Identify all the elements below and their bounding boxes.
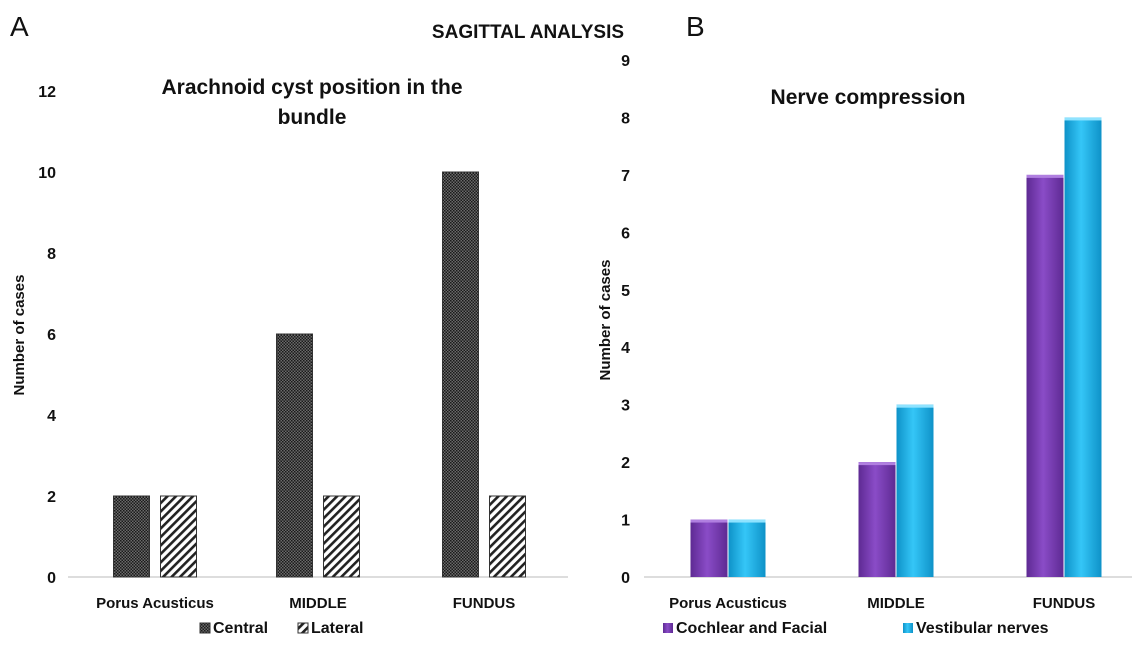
chart-a-title-line-1: Arachnoid cyst position in the: [161, 76, 462, 99]
legend-label-central: Central: [213, 620, 268, 637]
chart-b-bar-top-highlight: [858, 462, 896, 466]
chart-a-legend: Central Lateral: [199, 620, 363, 637]
chart-b-bar-top-highlight: [690, 519, 728, 523]
chart-a-bar-central: [442, 171, 479, 578]
chart-a-bar-central: [113, 495, 150, 578]
chart-a-y-tick-label: 4: [47, 408, 56, 425]
chart-b-y-axis-label: Number of cases: [597, 260, 614, 381]
chart-b-nerve-compression: Nerve compression Number of cases 0 1 2 3 4 5…: [597, 53, 1132, 637]
chart-a-category-label: Porus Acusticus: [96, 595, 214, 612]
legend-swatch-lateral: [297, 622, 309, 634]
chart-a-y-tick-label: 6: [47, 327, 56, 344]
chart-a-position: Arachnoid cyst position in the bundle Nu…: [11, 76, 568, 637]
legend-label-lateral: Lateral: [311, 620, 363, 637]
chart-b-y-tick-label: 4: [621, 340, 630, 357]
chart-a-y-tick-label: 2: [47, 489, 56, 506]
panel-label-b: B: [686, 11, 705, 42]
chart-b-bar-cochlear-and-facial: [858, 462, 896, 577]
chart-b-y-tick-label: 5: [621, 283, 630, 300]
chart-a-category-label: FUNDUS: [453, 595, 516, 612]
chart-a-y-tick-label: 10: [38, 165, 56, 182]
chart-a-category-label: MIDDLE: [289, 595, 347, 612]
chart-b-bar-top-highlight: [728, 519, 766, 523]
chart-b-bar-top-highlight: [1064, 117, 1102, 121]
chart-b-y-tick-label: 0: [621, 570, 630, 587]
chart-a-bar-lateral: [323, 495, 360, 578]
chart-a-y-tick-label: 12: [38, 84, 56, 101]
legend-swatch-central: [199, 622, 211, 634]
chart-b-y-tick-label: 8: [621, 110, 630, 127]
chart-a-bar-lateral: [489, 495, 526, 578]
chart-a-y-axis-label: Number of cases: [11, 275, 28, 396]
chart-b-bar-top-highlight: [896, 404, 934, 408]
panel-label-a: A: [10, 11, 29, 42]
chart-b-y-tick-label: 6: [621, 225, 630, 242]
figure-main-title: SAGITTAL ANALYSIS: [432, 22, 624, 43]
chart-b-bar-cochlear-and-facial: [690, 519, 728, 577]
chart-b-y-tick-label: 1: [621, 513, 630, 530]
chart-a-y-tick-label: 8: [47, 246, 56, 263]
chart-b-bar-vestibular-nerves: [896, 404, 934, 577]
chart-b-y-tick-label: 7: [621, 168, 630, 185]
chart-b-title: Nerve compression: [771, 86, 966, 109]
legend-label-vestibular-nerves: Vestibular nerves: [916, 620, 1049, 637]
chart-a-y-tick-label: 0: [47, 570, 56, 587]
chart-b-y-tick-label: 3: [621, 398, 630, 415]
chart-b-bar-vestibular-nerves: [1064, 117, 1102, 577]
chart-b-bar-cochlear-and-facial: [1026, 174, 1064, 577]
chart-b-category-label: MIDDLE: [867, 595, 925, 612]
chart-b-y-tick-label: 9: [621, 53, 630, 70]
chart-a-bar-central: [276, 333, 313, 578]
chart-b-bar-vestibular-nerves: [728, 519, 766, 577]
chart-b-bar-top-highlight: [1026, 174, 1064, 178]
chart-b-legend: Cochlear and Facial Vestibular nerves: [663, 620, 1049, 637]
legend-swatch-vestibular-nerves: [903, 623, 913, 633]
chart-a-title-line-2: bundle: [278, 106, 347, 129]
legend-swatch-cochlear-and-facial: [663, 623, 673, 633]
chart-a-bar-lateral: [160, 495, 197, 578]
legend-label-cochlear-and-facial: Cochlear and Facial: [676, 620, 827, 637]
chart-b-category-label: Porus Acusticus: [669, 595, 787, 612]
chart-b-category-label: FUNDUS: [1033, 595, 1096, 612]
chart-b-y-tick-label: 2: [621, 455, 630, 472]
